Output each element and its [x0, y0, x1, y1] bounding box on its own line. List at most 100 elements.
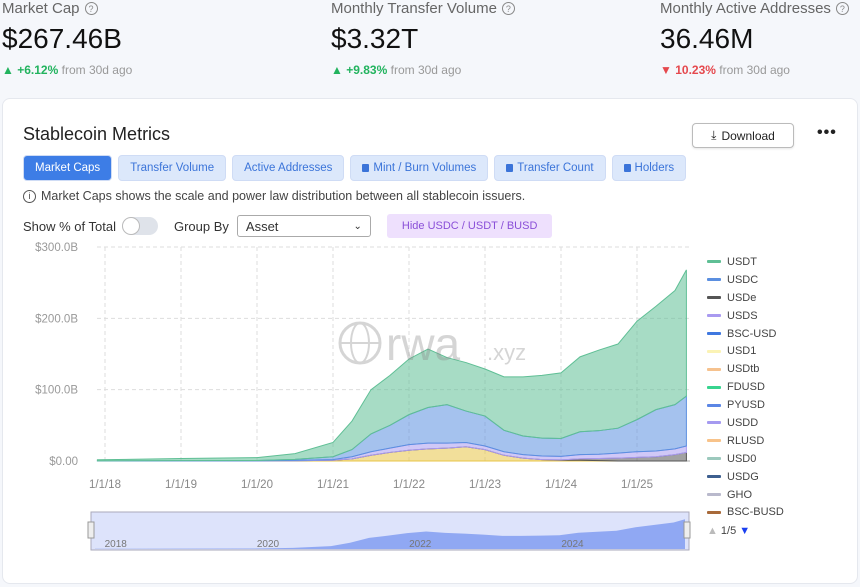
legend-label: USDe: [727, 291, 757, 304]
legend-item[interactable]: USDD: [707, 414, 784, 432]
navigator-label: 2024: [561, 539, 584, 550]
legend-swatch: [707, 349, 721, 353]
kpi-label: Monthly Transfer Volume: [331, 0, 497, 17]
down-arrow-icon: ▼: [660, 63, 676, 77]
kpi-market-cap: Market Cap? $267.46B ▲ +6.12% from 30d a…: [2, 0, 132, 77]
kpi-label: Monthly Active Addresses: [660, 0, 831, 17]
lock-icon: [623, 164, 631, 172]
legend-item[interactable]: USDS: [707, 307, 784, 325]
legend-label: USDS: [727, 309, 758, 322]
legend-item[interactable]: PYUSD: [707, 396, 784, 414]
legend-item[interactable]: RLUSD: [707, 432, 784, 450]
legend-item[interactable]: FDUSD: [707, 378, 784, 396]
kpi-value: 36.46M: [660, 23, 754, 54]
help-icon[interactable]: ?: [501, 2, 515, 15]
x-tick-label: 1/1/21: [317, 479, 349, 491]
x-tick-label: 1/1/24: [545, 479, 578, 491]
kpi-change-suffix: from 30d ago: [719, 63, 790, 77]
kpi-change: +6.12%: [17, 63, 59, 77]
tab-holders[interactable]: Holders: [611, 155, 687, 181]
x-tick-label: 1/1/22: [393, 479, 425, 491]
legend-item[interactable]: USDG: [707, 468, 784, 486]
legend-item[interactable]: USDC: [707, 271, 784, 289]
legend-label: BSC-BUSD: [727, 506, 784, 519]
legend-item[interactable]: USDtb: [707, 360, 784, 378]
tab-label: Holders: [634, 162, 675, 174]
legend-item[interactable]: USD0: [707, 450, 784, 468]
legend-swatch: [707, 260, 721, 264]
legend-item[interactable]: USD1: [707, 342, 784, 360]
download-button[interactable]: ⤓ Download: [692, 123, 794, 148]
legend-swatch: [707, 296, 721, 300]
hide-majors-button[interactable]: Hide USDC / USDT / BUSD: [386, 214, 553, 238]
legend-item[interactable]: BSC-USD: [707, 325, 784, 343]
group-by-select[interactable]: Asset ⌄: [236, 215, 371, 237]
legend-item[interactable]: USDT: [707, 253, 784, 271]
help-icon[interactable]: ?: [84, 2, 98, 15]
y-tick-label: $0.00: [49, 456, 78, 468]
legend-label: USDG: [727, 470, 759, 483]
legend-label: USD0: [727, 452, 757, 465]
chart-legend: USDT USDC USDe USDS BSC-USD USD1 USDtb FDUSD PYU…: [707, 253, 784, 537]
range-navigator[interactable]: 2018 2020 2022 2024: [87, 511, 691, 551]
show-pct-toggle[interactable]: [121, 217, 158, 235]
tab-active-addresses[interactable]: Active Addresses: [232, 155, 345, 181]
tab-transfer-volume[interactable]: Transfer Volume: [118, 155, 227, 181]
legend-swatch: [707, 475, 721, 479]
info-text: i Market Caps shows the scale and power l…: [23, 189, 525, 203]
legend-swatch: [707, 493, 721, 497]
tab-label: Transfer Volume: [130, 162, 215, 174]
legend-prev-icon[interactable]: ▲: [707, 525, 718, 538]
x-tick-label: 1/1/25: [621, 479, 653, 491]
download-label: Download: [721, 128, 775, 143]
up-arrow-icon: ▲: [2, 63, 18, 77]
help-icon[interactable]: ?: [835, 2, 849, 15]
legend-label: USD1: [727, 345, 757, 358]
legend-item[interactable]: BSC-BUSD: [707, 503, 784, 521]
legend-label: USDC: [727, 273, 759, 286]
group-by-value: Asset: [245, 218, 279, 234]
legend-next-icon[interactable]: ▼: [739, 525, 751, 538]
legend-swatch: [707, 439, 721, 443]
y-tick-label: $100.0B: [35, 385, 78, 397]
lock-icon: [362, 164, 370, 172]
area-usdt: [96, 269, 687, 462]
tab-label: Active Addresses: [244, 162, 333, 174]
x-tick-label: 1/1/23: [469, 479, 501, 491]
legend-label: USDT: [727, 255, 757, 268]
navigator-label: 2020: [257, 539, 280, 550]
legend-label: RLUSD: [727, 434, 765, 447]
legend-label: BSC-USD: [727, 327, 777, 340]
kpi-label: Market Cap: [2, 0, 80, 17]
legend-page: 1/5: [720, 525, 737, 538]
legend-swatch: [707, 367, 721, 371]
tab-transfer-count[interactable]: Transfer Count: [494, 155, 606, 181]
group-by-label: Group By: [173, 218, 229, 234]
lock-icon: [506, 164, 514, 172]
kpi-transfer-volume: Monthly Transfer Volume? $3.32T ▲ +9.83%…: [331, 0, 515, 77]
legend-swatch: [707, 403, 721, 407]
legend-item[interactable]: GHO: [707, 486, 784, 504]
kpi-value: $3.32T: [331, 23, 419, 54]
legend-item[interactable]: USDe: [707, 289, 784, 307]
legend-swatch: [707, 332, 721, 335]
tab-mint-burn-volumes[interactable]: Mint / Burn Volumes: [350, 155, 489, 181]
stablecoin-metrics-card: Stablecoin Metrics ⤓ Download ••• Market …: [2, 98, 858, 584]
svg-text:rwa: rwa: [386, 318, 461, 370]
legend-swatch: [707, 278, 721, 282]
legend-label: USDtb: [727, 363, 760, 376]
kpi-change: +9.83%: [346, 63, 388, 77]
legend-swatch: [707, 510, 721, 514]
tab-label: Transfer Count: [517, 162, 594, 174]
legend-swatch: [707, 457, 721, 461]
kpi-value: $267.46B: [2, 23, 122, 54]
tab-label: Mint / Burn Volumes: [373, 162, 477, 174]
navigator-label: 2022: [409, 539, 432, 550]
tab-label: Market Caps: [35, 162, 101, 174]
more-options-button[interactable]: •••: [817, 124, 837, 141]
navigator-label: 2018: [105, 539, 128, 550]
tab-market-caps[interactable]: Market Caps: [23, 155, 113, 181]
navigator-right-handle: [683, 521, 691, 539]
watermark: rwa .xyz: [338, 318, 526, 370]
